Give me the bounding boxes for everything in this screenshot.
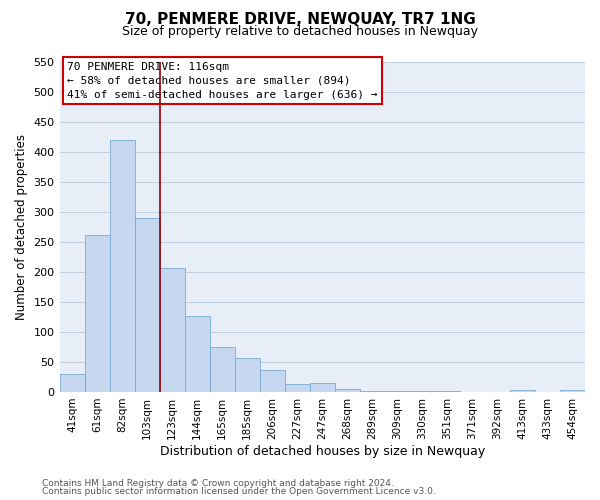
Bar bbox=[335, 389, 360, 392]
Bar bbox=[185, 316, 209, 392]
Bar bbox=[85, 234, 110, 392]
Text: Size of property relative to detached houses in Newquay: Size of property relative to detached ho… bbox=[122, 25, 478, 38]
Bar bbox=[134, 218, 160, 392]
Bar bbox=[560, 390, 585, 392]
Bar bbox=[310, 383, 335, 392]
Bar bbox=[160, 268, 185, 392]
Bar bbox=[285, 384, 310, 392]
Bar bbox=[110, 140, 134, 392]
Text: Contains HM Land Registry data © Crown copyright and database right 2024.: Contains HM Land Registry data © Crown c… bbox=[42, 478, 394, 488]
Bar bbox=[59, 374, 85, 392]
X-axis label: Distribution of detached houses by size in Newquay: Distribution of detached houses by size … bbox=[160, 444, 485, 458]
Bar bbox=[209, 347, 235, 392]
Text: 70, PENMERE DRIVE, NEWQUAY, TR7 1NG: 70, PENMERE DRIVE, NEWQUAY, TR7 1NG bbox=[125, 12, 475, 28]
Text: 70 PENMERE DRIVE: 116sqm
← 58% of detached houses are smaller (894)
41% of semi-: 70 PENMERE DRIVE: 116sqm ← 58% of detach… bbox=[67, 62, 378, 100]
Text: Contains public sector information licensed under the Open Government Licence v3: Contains public sector information licen… bbox=[42, 487, 436, 496]
Y-axis label: Number of detached properties: Number of detached properties bbox=[15, 134, 28, 320]
Bar bbox=[260, 370, 285, 392]
Bar bbox=[510, 390, 535, 392]
Bar bbox=[235, 358, 260, 392]
Bar bbox=[360, 391, 385, 392]
